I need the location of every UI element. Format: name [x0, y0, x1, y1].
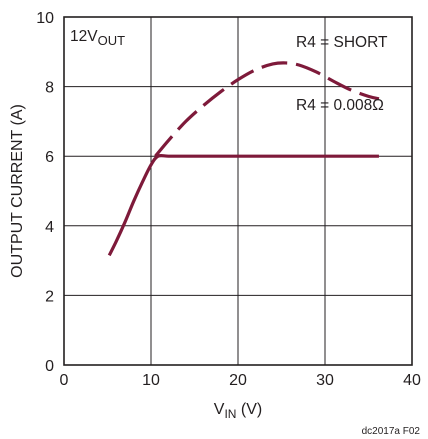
x-axis-label: VIN (V): [214, 401, 262, 421]
series-label-short: R4 = SHORT: [296, 34, 388, 51]
y-tick-label-0: 0: [45, 358, 54, 375]
y-tick-label-1: 2: [45, 288, 54, 305]
x-axis-label-sub: IN: [224, 407, 236, 421]
corner-label-main: 12V: [70, 28, 98, 45]
corner-label-sub: OUT: [98, 33, 126, 48]
x-axis-label-main: V: [214, 401, 225, 418]
x-tick-label-4: 40: [403, 372, 421, 389]
x-tick-label-2: 20: [229, 372, 247, 389]
figure-id: dc2017a F02: [362, 426, 421, 437]
plot-frame: [63, 16, 413, 366]
series-label-resistor: R4 = 0.008Ω: [296, 97, 384, 114]
y-tick-label-5: 10: [36, 10, 54, 27]
x-tick-label-0: 0: [60, 372, 69, 389]
series-line-1: [107, 153, 379, 257]
series-group: [107, 61, 380, 257]
corner-label: 12VOUT: [70, 28, 125, 48]
series-line-0: [154, 61, 380, 158]
y-axis-label: OUTPUT CURRENT (A): [9, 104, 26, 278]
y-tick-label-4: 8: [45, 80, 54, 97]
x-tick-label-3: 30: [316, 372, 334, 389]
x-tick-label-1: 10: [142, 372, 160, 389]
y-tick-label-2: 4: [45, 219, 54, 236]
x-axis-label-suffix: (V): [236, 401, 262, 418]
y-tick-label-3: 6: [45, 149, 54, 166]
y-tick-labels: 0 2 4 6 8 10: [36, 10, 54, 375]
x-tick-labels: 0 10 20 30 40: [60, 372, 421, 389]
